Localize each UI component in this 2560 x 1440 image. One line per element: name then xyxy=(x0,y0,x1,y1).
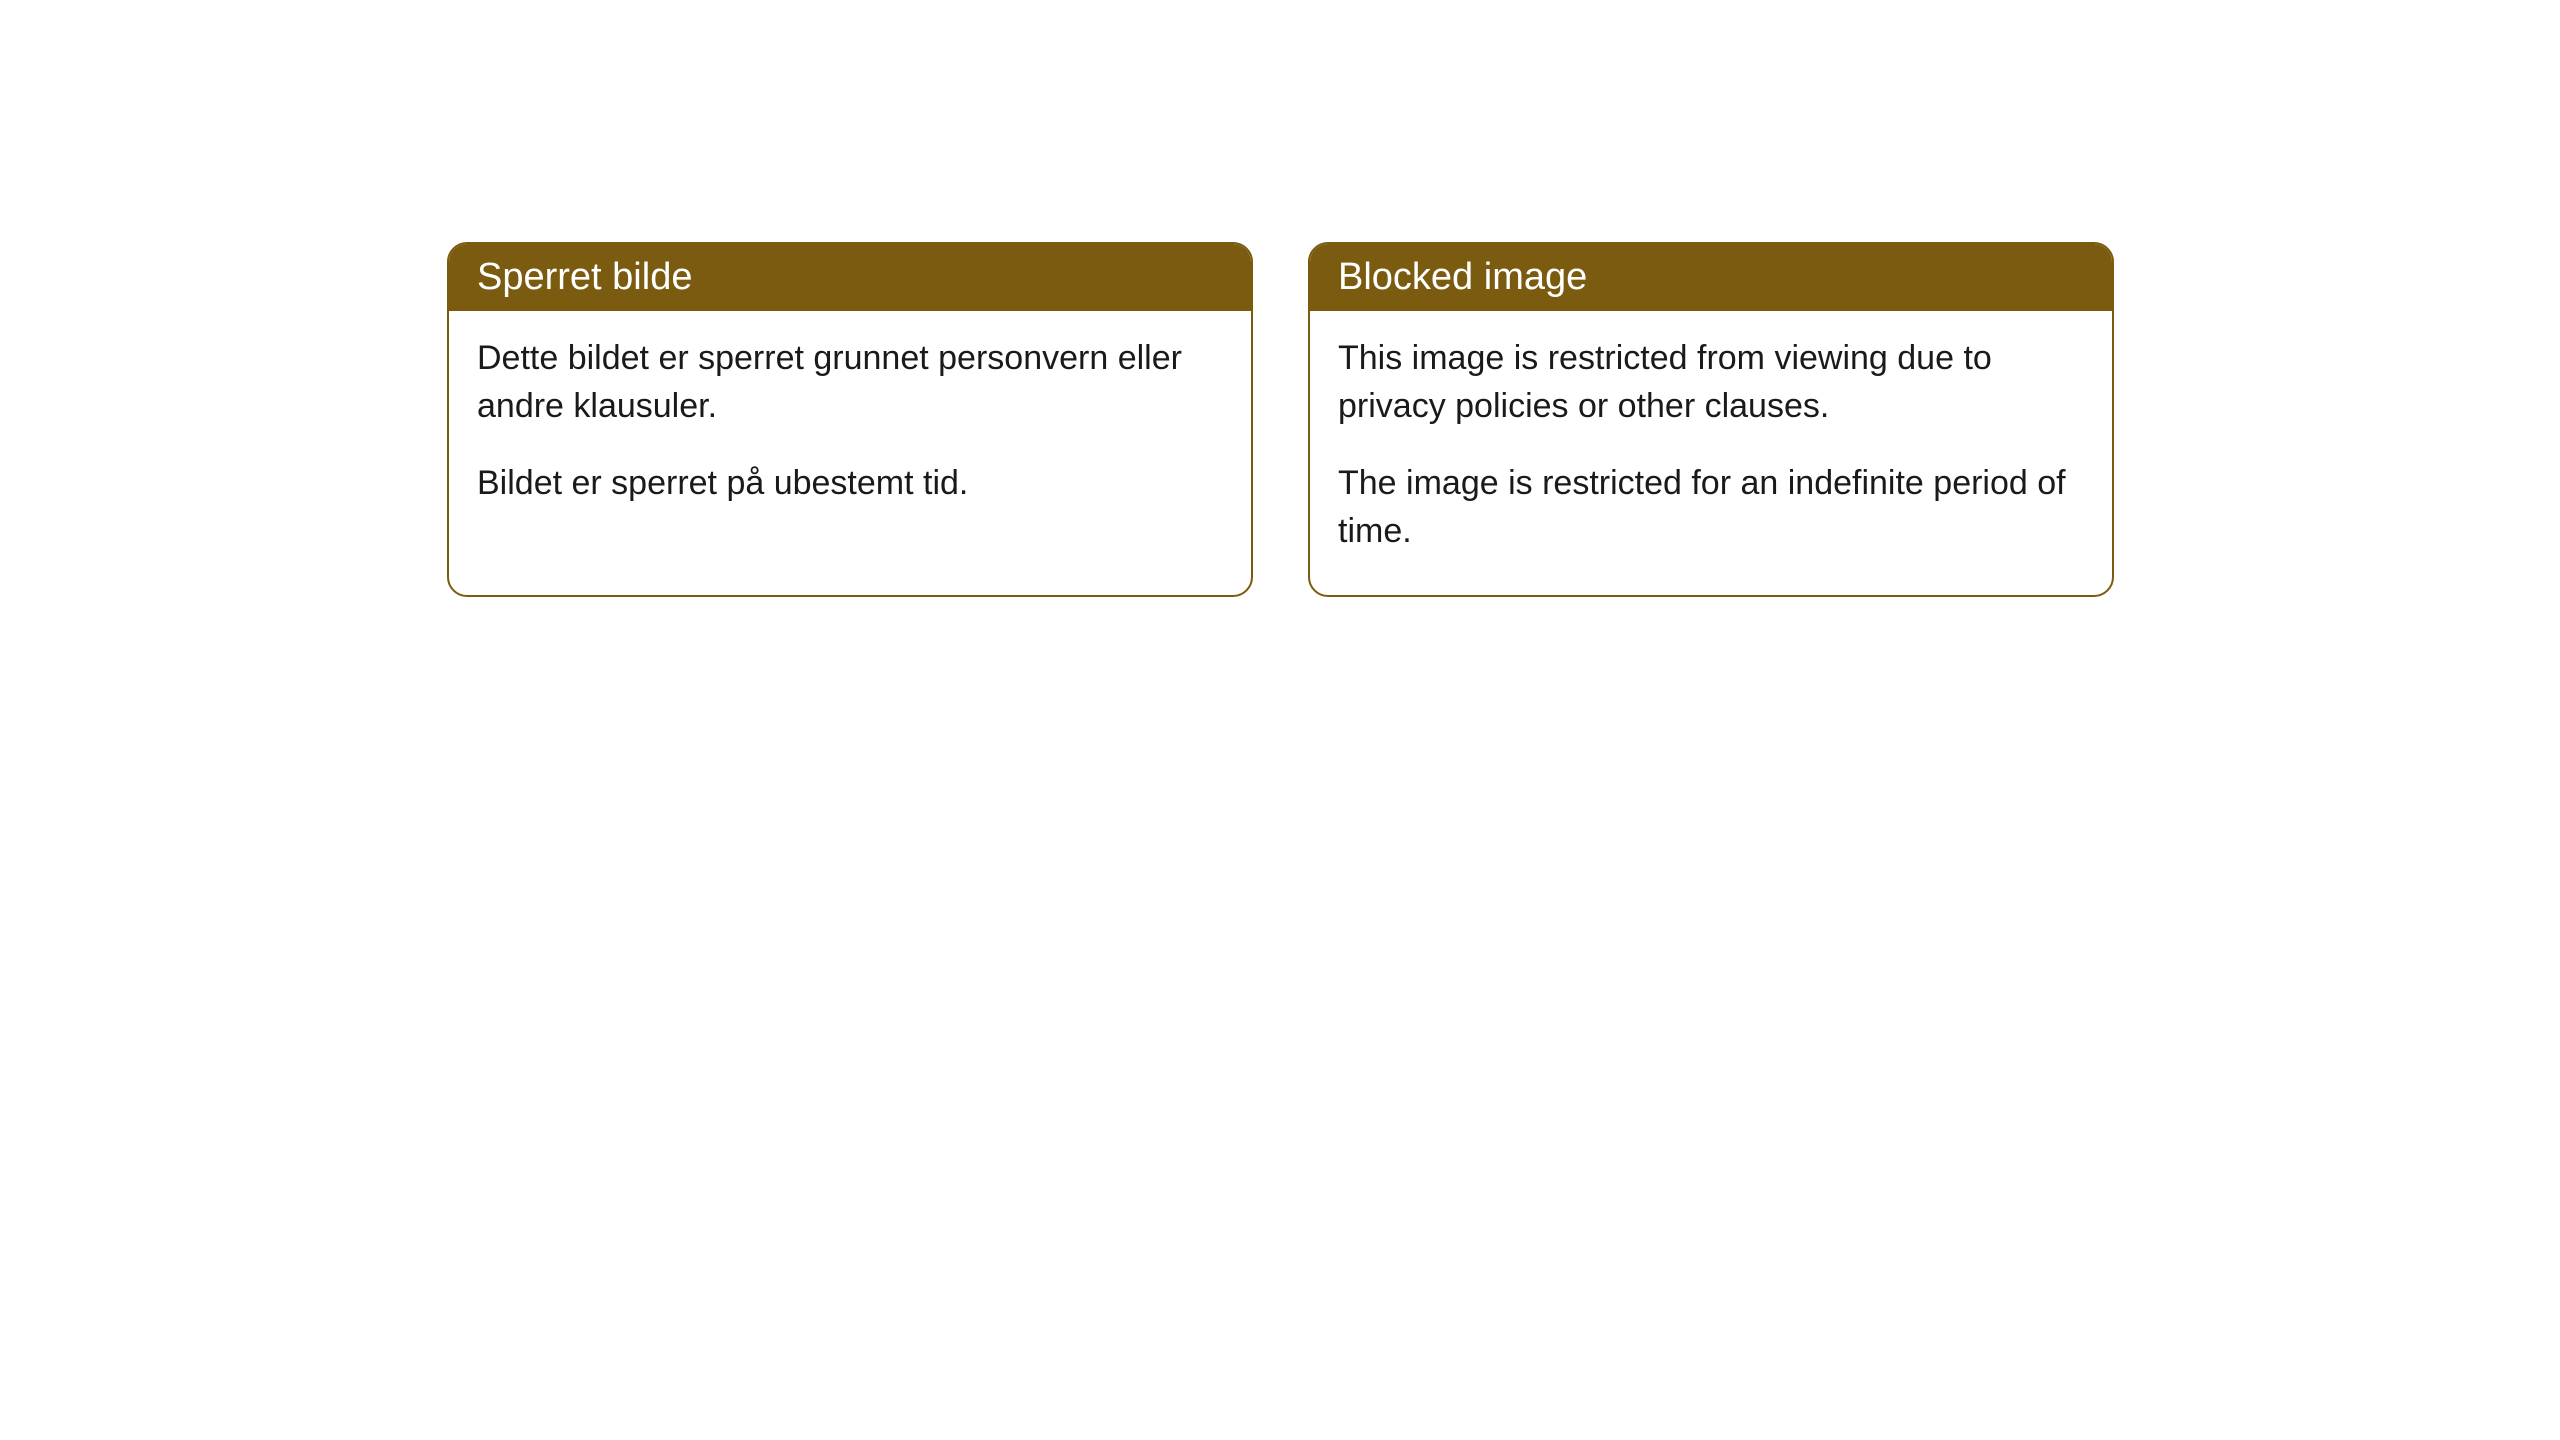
card-body: Dette bildet er sperret grunnet personve… xyxy=(449,311,1251,548)
notification-container: Sperret bilde Dette bildet er sperret gr… xyxy=(447,242,2114,597)
card-paragraph: Bildet er sperret på ubestemt tid. xyxy=(477,460,1223,508)
card-title: Blocked image xyxy=(1310,244,2112,311)
blocked-image-card-english: Blocked image This image is restricted f… xyxy=(1308,242,2114,597)
card-paragraph: The image is restricted for an indefinit… xyxy=(1338,460,2084,555)
card-title: Sperret bilde xyxy=(449,244,1251,311)
blocked-image-card-norwegian: Sperret bilde Dette bildet er sperret gr… xyxy=(447,242,1253,597)
card-paragraph: This image is restricted from viewing du… xyxy=(1338,335,2084,430)
card-body: This image is restricted from viewing du… xyxy=(1310,311,2112,595)
card-paragraph: Dette bildet er sperret grunnet personve… xyxy=(477,335,1223,430)
